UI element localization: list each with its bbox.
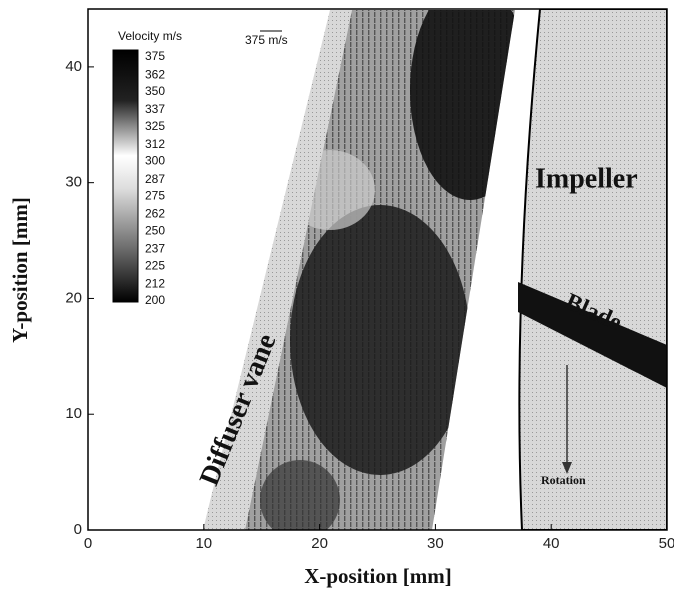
x-tick-label: 10 bbox=[195, 535, 212, 552]
colorbar-label: 375 bbox=[145, 49, 165, 63]
x-tick-label: 30 bbox=[427, 535, 444, 552]
colorbar-label: 362 bbox=[145, 67, 165, 81]
y-tick-label: 30 bbox=[65, 174, 82, 191]
colorbar-label: 325 bbox=[145, 119, 165, 133]
colorbar-label: 237 bbox=[145, 242, 165, 256]
colorbar-label: 312 bbox=[145, 137, 165, 151]
colorbar-label: 200 bbox=[145, 293, 165, 307]
y-tick-label: 0 bbox=[74, 521, 82, 538]
plot-area bbox=[203, 9, 667, 530]
colorbar-label: 250 bbox=[145, 223, 165, 237]
rotation-arrow-head bbox=[562, 462, 572, 474]
colorbar-label: 300 bbox=[145, 154, 165, 168]
colorbar-title: Velocity m/s bbox=[118, 29, 182, 43]
colorbar-label: 337 bbox=[145, 102, 165, 116]
x-tick-label: 50 bbox=[659, 535, 674, 552]
impeller bbox=[518, 9, 667, 530]
x-tick-label: 0 bbox=[84, 535, 92, 552]
annotation: Rotation bbox=[541, 473, 586, 487]
colorbar-label: 275 bbox=[145, 189, 165, 203]
x-axis-label: X-position [mm] bbox=[304, 564, 452, 588]
colorbar-label: 262 bbox=[145, 207, 165, 221]
colorbar-label: 225 bbox=[145, 258, 165, 272]
colorbar bbox=[112, 49, 139, 303]
plot-frame bbox=[87, 8, 668, 531]
annotation: Impeller bbox=[535, 163, 638, 194]
x-tick-label: 40 bbox=[543, 535, 560, 552]
colorbar-label: 287 bbox=[145, 172, 165, 186]
y-axis-label: Y-position [mm] bbox=[8, 197, 32, 343]
colorbar-label: 350 bbox=[145, 84, 165, 98]
y-tick-label: 20 bbox=[65, 289, 82, 306]
blade bbox=[518, 282, 667, 388]
colorbar-label: 212 bbox=[145, 276, 165, 290]
y-tick-label: 40 bbox=[65, 58, 82, 75]
reference-vector: 375 m/s bbox=[245, 33, 288, 47]
y-tick-label: 10 bbox=[65, 405, 82, 422]
x-tick-label: 20 bbox=[311, 535, 328, 552]
diffuser-vane bbox=[203, 10, 352, 530]
